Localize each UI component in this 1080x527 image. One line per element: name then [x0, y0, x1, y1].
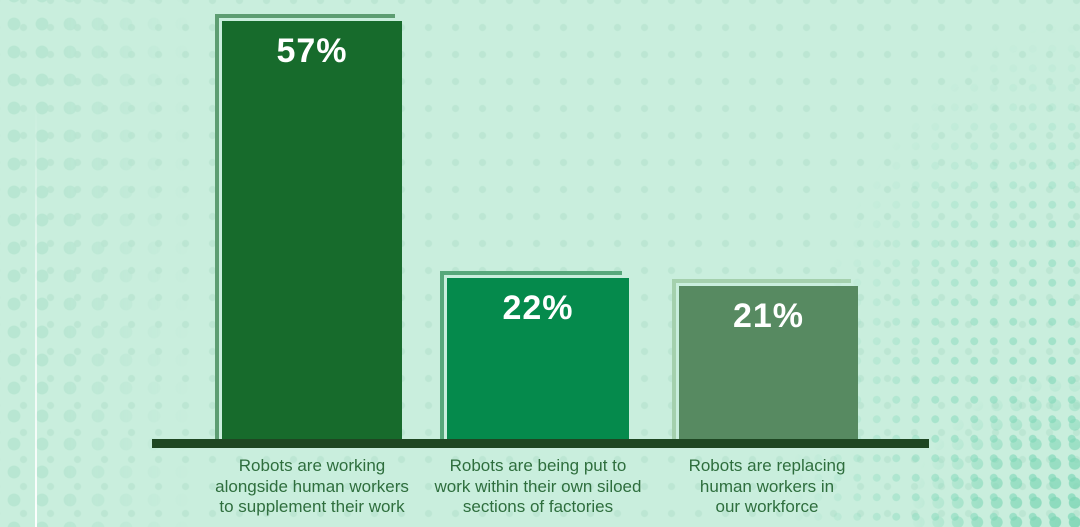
category-label-line: sections of factories [462, 497, 614, 516]
value-label: 22% [502, 289, 574, 327]
left-fold-line [35, 100, 37, 527]
value-label: 57% [276, 32, 348, 70]
bar-fill: 21% [679, 286, 858, 440]
bar-outline [440, 271, 622, 440]
category-label-line: to supplement their work [219, 497, 405, 516]
category-label-line: Robots are being put to [449, 456, 627, 475]
category-label-line: our workforce [715, 497, 819, 516]
bar-outline [672, 279, 851, 440]
category-label-line: work within their own siloed [434, 476, 642, 496]
category-label-line: alongside human workers [215, 476, 409, 496]
category-label-replacing: Robots are replacing human workers in ou… [642, 456, 892, 518]
bottom-right-dot-pattern [870, 337, 1080, 527]
category-label-line: Robots are working [238, 456, 386, 475]
bar-fill: 22% [447, 278, 629, 440]
category-label-line: human workers in [699, 476, 835, 496]
baseline-axis [152, 439, 929, 448]
category-label-siloed: Robots are being put to work within thei… [413, 456, 663, 518]
value-label: 21% [732, 297, 805, 335]
bar-outline [215, 14, 395, 440]
bar-fill: 57% [222, 21, 402, 440]
category-label-supplement: Robots are working alongside human worke… [187, 456, 437, 518]
category-label-line: Robots are replacing [688, 456, 846, 475]
